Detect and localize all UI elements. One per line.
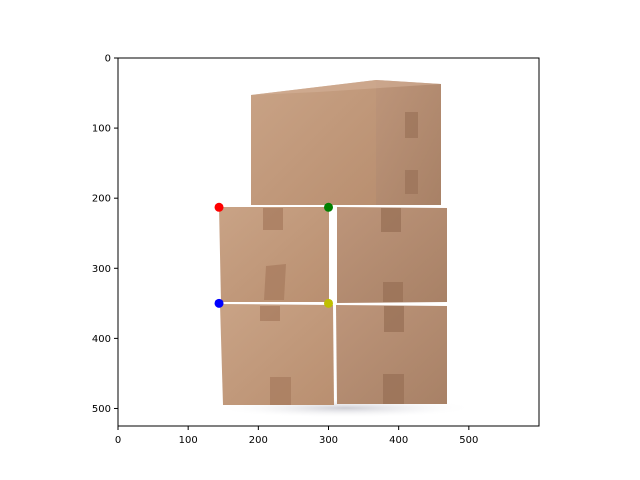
x-tick-label: 0 — [115, 435, 121, 446]
box-top — [251, 80, 441, 205]
y-tick-label: 100 — [92, 124, 111, 135]
box-middle-left — [219, 207, 329, 302]
x-tick-label: 300 — [319, 435, 338, 446]
x-tick-label: 200 — [249, 435, 268, 446]
box-middle-right — [337, 207, 447, 303]
y-tick-label: 300 — [92, 264, 111, 275]
x-tick-label: 400 — [389, 435, 408, 446]
y-tick-label: 500 — [92, 404, 111, 415]
boxes-photo — [215, 80, 475, 418]
x-tick-label: 500 — [459, 435, 478, 446]
scatter-point — [324, 298, 333, 308]
axes-frame — [117, 57, 540, 427]
x-tick-label: 100 — [179, 435, 198, 446]
scatter-point — [324, 202, 333, 212]
box-bottom-left — [220, 304, 334, 405]
box-bottom-right — [336, 305, 447, 404]
scatter-point — [214, 202, 224, 212]
axis-ticks: 0 100 200 300 400 500 0 100 200 300 400 500 — [92, 54, 478, 447]
scatter-points — [214, 202, 333, 308]
y-tick-label: 400 — [92, 334, 111, 345]
scatter-point — [214, 298, 224, 308]
y-tick-label: 200 — [92, 194, 111, 205]
y-tick-label: 0 — [105, 54, 111, 65]
